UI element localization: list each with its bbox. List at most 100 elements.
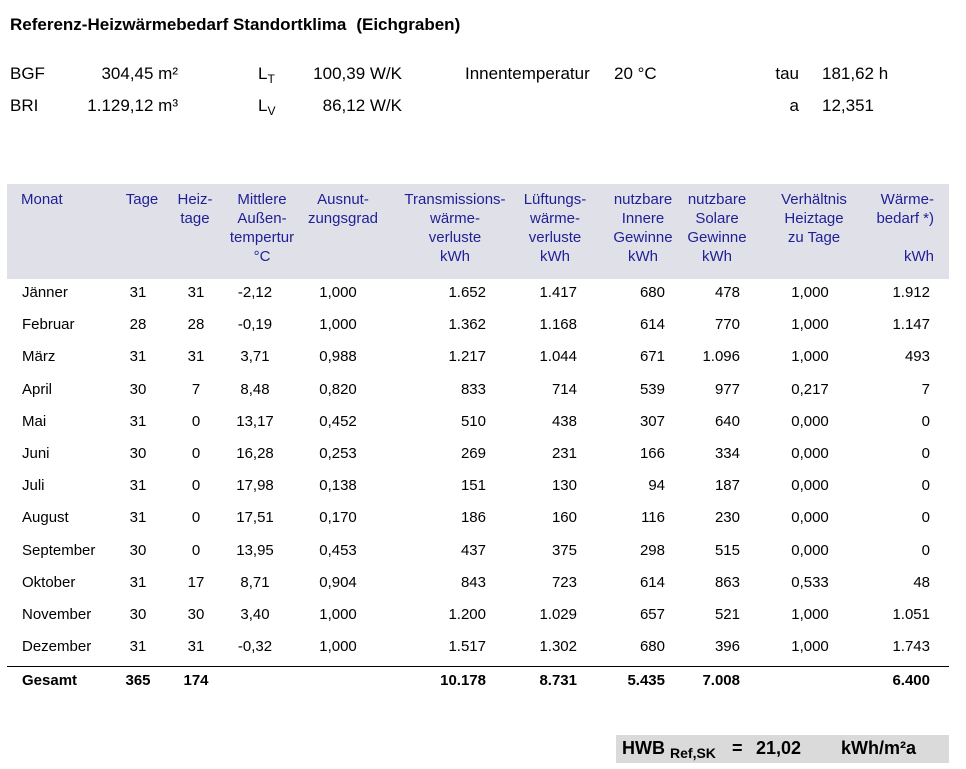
cell-verhaeltnis: 0,000 [791,477,829,495]
total-monat: Gesamt [22,672,78,689]
cell-waermebedarf: 493 [904,348,930,366]
cell-temperatur: 3,40 [240,606,270,623]
cell-heiztage: 28 [187,316,205,334]
cell-ausnutzungsgrad: 0,904 [319,573,357,591]
total-waermebedarf: 6.400 [892,672,930,689]
total-divider [7,666,949,667]
cell-ausnutzungsgrad: 1,000 [319,606,357,623]
cell-temperatur: 8,71 [240,573,270,591]
header-innere-gewinne: nutzbare Innere Gewinne kWh [613,191,673,265]
cell-transmission: 186 [460,509,486,527]
header-solare-gewinne: nutzbare Solare Gewinne kWh [687,191,747,265]
cell-monat: Dezember [22,638,92,656]
cell-monat: Oktober [22,573,76,591]
hwb-unit: kWh/m²a [841,738,917,758]
cell-tage: 31 [129,638,147,656]
cell-ausnutzungsgrad: 0,988 [319,348,357,366]
table-header [7,184,949,279]
cell-ausnutzungsgrad: 1,000 [319,638,357,656]
cell-solare-gewinne: 515 [714,541,740,559]
cell-heiztage: 0 [191,445,201,462]
hwb-label: HWB Ref,SK [622,738,716,761]
tau-value: 181,62 h [822,64,889,83]
total-innere-gewinne: 5.435 [627,672,665,689]
cell-verhaeltnis: 0,000 [791,412,829,430]
cell-innere-gewinne: 657 [639,606,665,623]
cell-tage: 31 [129,284,147,301]
lt-value: 100,39 W/K [313,64,402,83]
cell-innere-gewinne: 614 [639,316,665,334]
cell-lueftung: 231 [551,445,577,462]
cell-innere-gewinne: 614 [639,573,665,591]
cell-heiztage: 31 [187,284,205,301]
cell-ausnutzungsgrad: 0,253 [319,445,357,462]
cell-solare-gewinne: 1.096 [702,348,740,366]
cell-transmission: 269 [460,445,486,462]
total-lueftung: 8.731 [539,672,577,689]
cell-ausnutzungsgrad: 0,453 [319,541,357,559]
header-transmission: Transmissions- wärme- verluste kWh [404,191,506,265]
bri-value: 1.129,12 m³ [87,96,178,115]
cell-temperatur: 16,28 [236,445,274,462]
cell-verhaeltnis: 1,000 [791,284,829,301]
cell-ausnutzungsgrad: 1,000 [319,284,357,301]
cell-heiztage: 31 [187,638,205,656]
cell-heiztage: 0 [191,412,201,430]
cell-innere-gewinne: 680 [639,638,665,656]
cell-waermebedarf: 1.912 [892,284,930,301]
cell-monat: Jänner [22,284,68,301]
cell-lueftung: 1.029 [539,606,577,623]
cell-ausnutzungsgrad: 1,000 [319,316,357,334]
total-tage: 365 [125,672,151,689]
cell-waermebedarf: 0 [921,509,930,527]
header-ausnutzungsgrad: Ausnut- zungsgrad [307,191,379,227]
a-label: a [789,96,799,115]
total-solare-gewinne: 7.008 [702,672,740,689]
cell-waermebedarf: 1.743 [892,638,930,656]
cell-verhaeltnis: 1,000 [791,638,829,656]
header-tage: Tage [125,191,159,208]
cell-transmission: 1.200 [448,606,486,623]
total-transmission: 10.178 [440,672,486,689]
cell-verhaeltnis: 0,000 [791,541,829,559]
cell-tage: 30 [129,445,147,462]
cell-monat: September [22,541,96,559]
cell-heiztage: 30 [187,606,205,623]
cell-lueftung: 1.044 [539,348,577,366]
tau-label: tau [775,64,799,83]
innentemp-label: Innentemperatur [465,64,590,83]
cell-transmission: 1.217 [448,348,486,366]
cell-transmission: 1.652 [448,284,486,301]
cell-verhaeltnis: 1,000 [791,316,829,334]
cell-lueftung: 130 [551,477,577,495]
cell-ausnutzungsgrad: 0,138 [319,477,357,495]
cell-ausnutzungsgrad: 0,452 [319,412,357,430]
cell-heiztage: 17 [187,573,205,591]
cell-heiztage: 31 [187,348,205,366]
cell-tage: 31 [129,573,147,591]
a-value: 12,351 [822,96,874,115]
header-lueftung: Lüftungs- wärme- verluste kWh [523,191,587,265]
cell-lueftung: 375 [551,541,577,559]
cell-innere-gewinne: 671 [639,348,665,366]
cell-tage: 31 [129,348,147,366]
cell-solare-gewinne: 334 [714,445,740,462]
cell-waermebedarf: 48 [913,573,930,591]
cell-verhaeltnis: 0,000 [791,445,829,462]
cell-lueftung: 1.168 [539,316,577,334]
cell-heiztage: 7 [191,380,201,398]
cell-temperatur: 3,71 [240,348,270,366]
cell-waermebedarf: 0 [921,541,930,559]
cell-tage: 28 [129,316,147,334]
cell-tage: 31 [129,509,147,527]
cell-tage: 30 [129,380,147,398]
title-location: (Eichgraben) [356,15,461,34]
cell-solare-gewinne: 863 [714,573,740,591]
cell-tage: 31 [129,412,147,430]
cell-temperatur: -2,12 [237,284,273,301]
cell-transmission: 151 [460,477,486,495]
cell-waermebedarf: 0 [921,477,930,495]
cell-temperatur: 17,98 [236,477,274,495]
cell-lueftung: 714 [551,380,577,398]
cell-temperatur: 8,48 [240,380,270,398]
